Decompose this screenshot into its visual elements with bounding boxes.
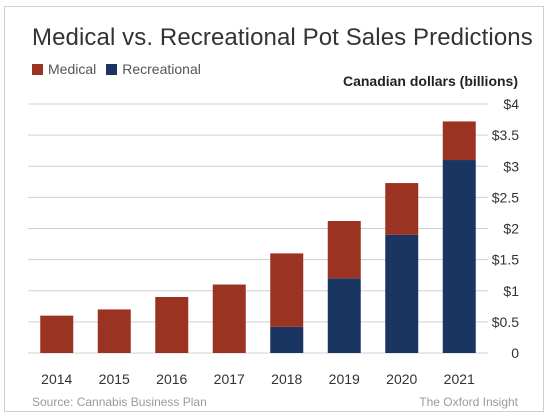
x-tick-label: 2017 xyxy=(214,371,245,387)
legend-item-recreational: Recreational xyxy=(106,61,201,77)
bar-medical-2016 xyxy=(155,296,189,353)
y-axis-unit-label: Canadian dollars (billions) xyxy=(342,73,518,89)
legend-label-medical: Medical xyxy=(48,61,97,77)
bar-medical-2020 xyxy=(385,183,419,235)
x-tick-label: 2020 xyxy=(386,371,417,387)
bar-recreational-2021 xyxy=(442,160,476,353)
bar-medical-2019 xyxy=(327,221,361,279)
bar-medical-2021 xyxy=(442,121,476,161)
bar-medical-2014 xyxy=(40,315,74,353)
legend-item-medical: Medical xyxy=(32,61,96,77)
grid-lines xyxy=(28,103,488,354)
x-tick-label: 2021 xyxy=(444,371,475,387)
y-axis-ticks: 0 $0.5 $1 $1.5 $2 $2.5 $3 $3.5 $4 xyxy=(492,96,519,361)
legend-swatch-medical xyxy=(32,63,43,75)
bars xyxy=(40,121,476,353)
chart-title: Medical vs. Recreational Pot Sales Predi… xyxy=(32,24,533,51)
y-tick-label: $3.5 xyxy=(492,127,519,143)
legend-swatch-recreational xyxy=(106,63,118,75)
source-note: Source: Cannabis Business Plan xyxy=(32,395,207,409)
bar-medical-2017 xyxy=(212,284,246,353)
bar-recreational-2020 xyxy=(385,234,419,353)
legend: Medical Recreational xyxy=(32,61,211,77)
publisher-credit: The Oxford Insight xyxy=(419,395,518,409)
y-tick-label: $1.5 xyxy=(492,252,519,268)
bar-recreational-2019 xyxy=(327,278,361,353)
bar-recreational-2018 xyxy=(270,326,304,353)
y-tick-label: $1 xyxy=(503,283,519,299)
x-axis-ticks: 2014 2015 2016 2017 2018 2019 2020 2021 xyxy=(41,371,475,387)
x-tick-label: 2014 xyxy=(41,371,72,387)
y-tick-label: $4 xyxy=(503,96,519,112)
y-tick-label: $2 xyxy=(503,221,519,237)
y-tick-label: 0 xyxy=(511,345,519,361)
y-tick-label: $0.5 xyxy=(492,314,519,330)
bar-medical-2018 xyxy=(270,253,304,327)
y-tick-label: $3 xyxy=(503,158,519,174)
x-tick-label: 2016 xyxy=(156,371,187,387)
bar-medical-2015 xyxy=(97,309,131,353)
legend-label-recreational: Recreational xyxy=(122,61,201,77)
x-tick-label: 2019 xyxy=(329,371,360,387)
x-tick-label: 2015 xyxy=(99,371,130,387)
y-tick-label: $2.5 xyxy=(492,189,519,205)
x-tick-label: 2018 xyxy=(271,371,302,387)
